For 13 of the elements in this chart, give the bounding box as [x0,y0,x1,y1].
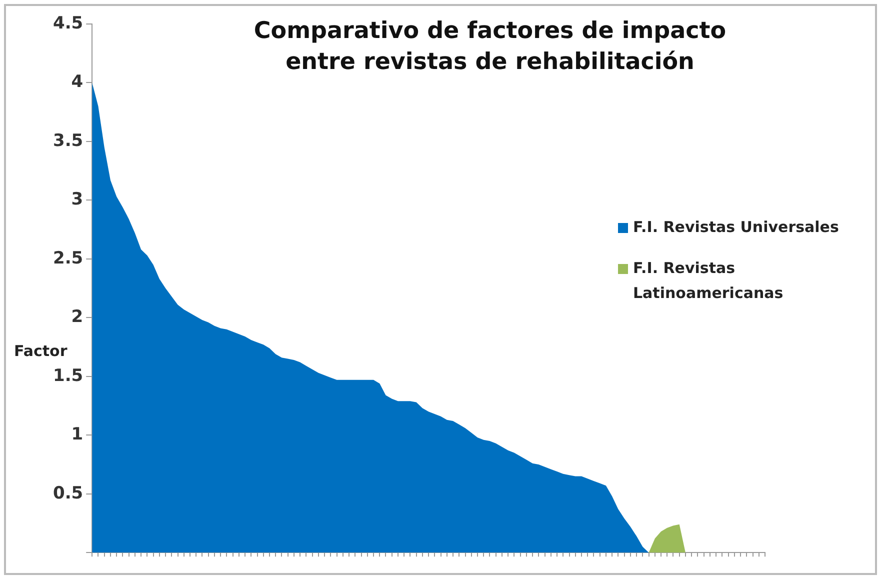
y-tick-label: 0.5 [52,483,84,504]
y-tick-label: 3.5 [52,130,84,151]
y-axis-title: Factor [14,342,68,360]
y-tick-label: 4 [71,72,84,92]
y-tick-label: 3 [71,190,84,210]
legend-label: F.I. Revistas Universales [633,217,839,238]
y-tick-label: 2 [71,307,84,328]
legend-label: F.I. Revistas Latinoamericanas [633,258,784,304]
y-tick-label: 1.5 [52,366,84,386]
chart-title: Comparativo de factores de impacto entre revistas de rehabilitación [252,17,728,77]
y-tick-label: 2.5 [52,248,84,268]
y-tick-label: 1 [71,424,84,445]
y-tick-label: 4.5 [52,13,84,34]
